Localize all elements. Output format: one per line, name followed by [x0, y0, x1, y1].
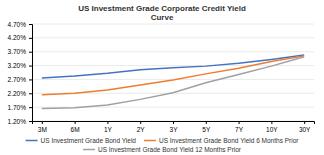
legend-swatch: [83, 149, 95, 151]
chart: US Investment Grade Corporate Credit Yie…: [0, 0, 324, 155]
x-tick: 5Y: [202, 121, 211, 133]
series-line: [42, 57, 304, 109]
x-tick-label: 6M: [71, 126, 80, 133]
x-tick: 3Y: [170, 121, 179, 133]
y-tick: 3.20%: [8, 62, 32, 69]
y-tick-mark: [29, 93, 32, 94]
y-axis: 1.20% 1.70% 2.20% 2.70% 3.20% 3.70% 4.20% 4.70%: [8, 21, 33, 125]
x-tick: 30Y: [299, 121, 311, 133]
y-tick-mark: [29, 52, 32, 53]
x-tick-mark: [239, 121, 240, 124]
y-tick-mark: [29, 79, 32, 80]
y-tick: 2.70%: [8, 76, 32, 83]
x-tick: 7Y: [235, 121, 244, 133]
x-tick-mark: [206, 121, 207, 124]
grid: [32, 24, 314, 121]
y-tick-label: 1.20%: [8, 118, 27, 125]
x-tick-mark: [140, 121, 141, 124]
plot: 1.20% 1.70% 2.20% 2.70% 3.20% 3.70% 4.20% 4.70%…: [8, 21, 315, 133]
legend-label: US Investment Grade Bond Yield 6 Months …: [159, 137, 299, 144]
legend-label: US Investment Grade Bond Yield 12 Months…: [98, 146, 242, 153]
y-tick-mark: [29, 38, 32, 39]
grid-line: [32, 24, 314, 25]
series-line: [42, 56, 304, 95]
grid-line: [32, 37, 314, 38]
x-tick: 6M: [71, 121, 80, 133]
y-tick-label: 4.70%: [8, 21, 27, 28]
x-axis: 3M 6M 1Y 2Y 3Y 5Y 7Y 10Y 30Y: [33, 121, 315, 133]
x-tick-mark: [107, 121, 108, 124]
legend-swatch: [144, 140, 156, 142]
grid-line: [32, 51, 314, 52]
x-tick-label: 10Y: [266, 126, 278, 133]
y-tick: 1.70%: [8, 104, 32, 111]
y-tick: 4.70%: [8, 21, 32, 28]
y-tick: 3.70%: [8, 48, 32, 55]
y-tick: 2.20%: [8, 90, 32, 97]
x-tick-mark: [75, 121, 76, 124]
y-tick-mark: [29, 107, 32, 108]
x-tick: 1Y: [104, 121, 113, 133]
title-line: Curve: [151, 13, 174, 22]
y-tick-label: 1.70%: [8, 104, 27, 111]
x-tick-label: 2Y: [137, 126, 146, 133]
x-tick-label: 1Y: [104, 126, 113, 133]
x-tick: 10Y: [266, 121, 278, 133]
legend-item: US Investment Grade Bond Yield 6 Months …: [144, 137, 299, 144]
legend-swatch: [26, 140, 38, 142]
x-axis-line: [33, 122, 315, 125]
legend: US Investment Grade Bond Yield US Investm…: [26, 137, 300, 153]
y-tick-mark: [29, 66, 32, 67]
x-tick-label: 5Y: [202, 126, 211, 133]
legend-item: US Investment Grade Bond Yield 12 Months…: [83, 146, 242, 153]
x-tick-mark: [304, 121, 305, 124]
y-tick-label: 2.20%: [8, 90, 27, 97]
title: US Investment Grade Corporate Credit Yie…: [78, 4, 246, 22]
y-tick-label: 4.20%: [8, 34, 27, 41]
y-tick: 4.20%: [8, 34, 32, 41]
x-tick-label: 3M: [38, 126, 47, 133]
x-tick-label: 3Y: [170, 126, 179, 133]
x-tick: 2Y: [137, 121, 146, 133]
y-axis-line: [29, 25, 33, 122]
x-tick-mark: [42, 121, 43, 124]
x-tick-mark: [271, 121, 272, 124]
x-tick-label: 7Y: [235, 126, 244, 133]
y-tick-label: 3.70%: [8, 48, 27, 55]
y-tick-label: 2.70%: [8, 76, 27, 83]
x-tick-label: 30Y: [299, 126, 311, 133]
legend-item: US Investment Grade Bond Yield: [26, 137, 137, 144]
x-tick-mark: [173, 121, 174, 124]
y-tick: 1.20%: [8, 118, 32, 125]
y-tick-mark: [29, 24, 32, 25]
title-line: US Investment Grade Corporate Credit Yie…: [78, 4, 246, 13]
series-lines: [42, 55, 304, 108]
y-tick-label: 3.20%: [8, 62, 27, 69]
y-tick-mark: [29, 121, 32, 122]
legend-label: US Investment Grade Bond Yield: [41, 137, 137, 144]
x-tick: 3M: [38, 121, 47, 133]
series-line: [42, 55, 304, 78]
